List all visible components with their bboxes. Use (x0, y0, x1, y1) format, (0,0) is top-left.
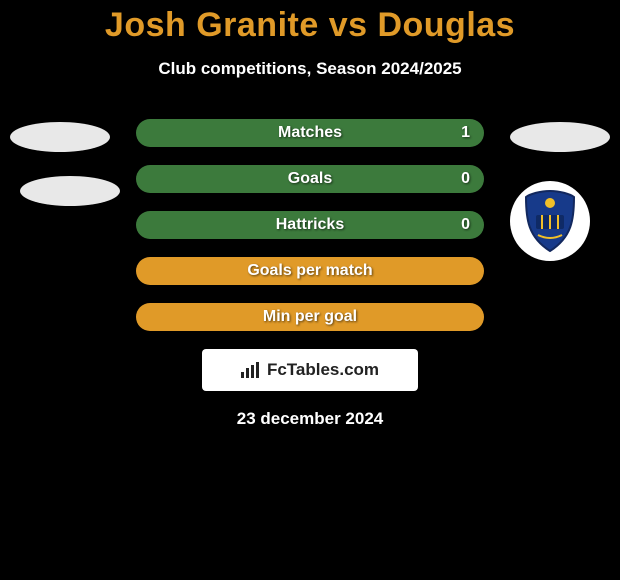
bar-chart-icon (241, 362, 261, 378)
brand-box[interactable]: FcTables.com (202, 349, 418, 391)
page-title: Josh Granite vs Douglas (0, 0, 620, 45)
stat-bar: Goals per match (136, 257, 484, 285)
team-badge-placeholder-left-2 (20, 176, 120, 206)
stat-bar: Goals 0 (136, 165, 484, 193)
vs-separator: vs (319, 6, 378, 44)
stat-bar-value: 1 (461, 124, 470, 142)
subtitle: Club competitions, Season 2024/2025 (0, 59, 620, 79)
team-badge-placeholder-right-1 (510, 122, 610, 152)
stat-bar: Hattricks 0 (136, 211, 484, 239)
brand-text: FcTables.com (267, 360, 379, 380)
stat-bar: Matches 1 (136, 119, 484, 147)
stat-bar: Min per goal (136, 303, 484, 331)
team-badge-placeholder-left-1 (10, 122, 110, 152)
stat-bar-label: Hattricks (276, 216, 344, 234)
stat-bar-value: 0 (461, 216, 470, 234)
shield-icon (522, 189, 578, 253)
date-label: 23 december 2024 (0, 409, 620, 429)
player2-name: Douglas (377, 6, 515, 44)
stat-bar-label: Goals (288, 170, 332, 188)
stat-bar-value: 0 (461, 170, 470, 188)
stat-bars: Matches 1 Goals 0 Hattricks 0 Goals per match M… (136, 119, 484, 331)
player1-name: Josh Granite (105, 6, 319, 44)
team-crest-right (510, 181, 590, 261)
stat-bar-label: Min per goal (263, 308, 357, 326)
stat-bar-label: Matches (278, 124, 342, 142)
stat-bar-label: Goals per match (247, 262, 372, 280)
